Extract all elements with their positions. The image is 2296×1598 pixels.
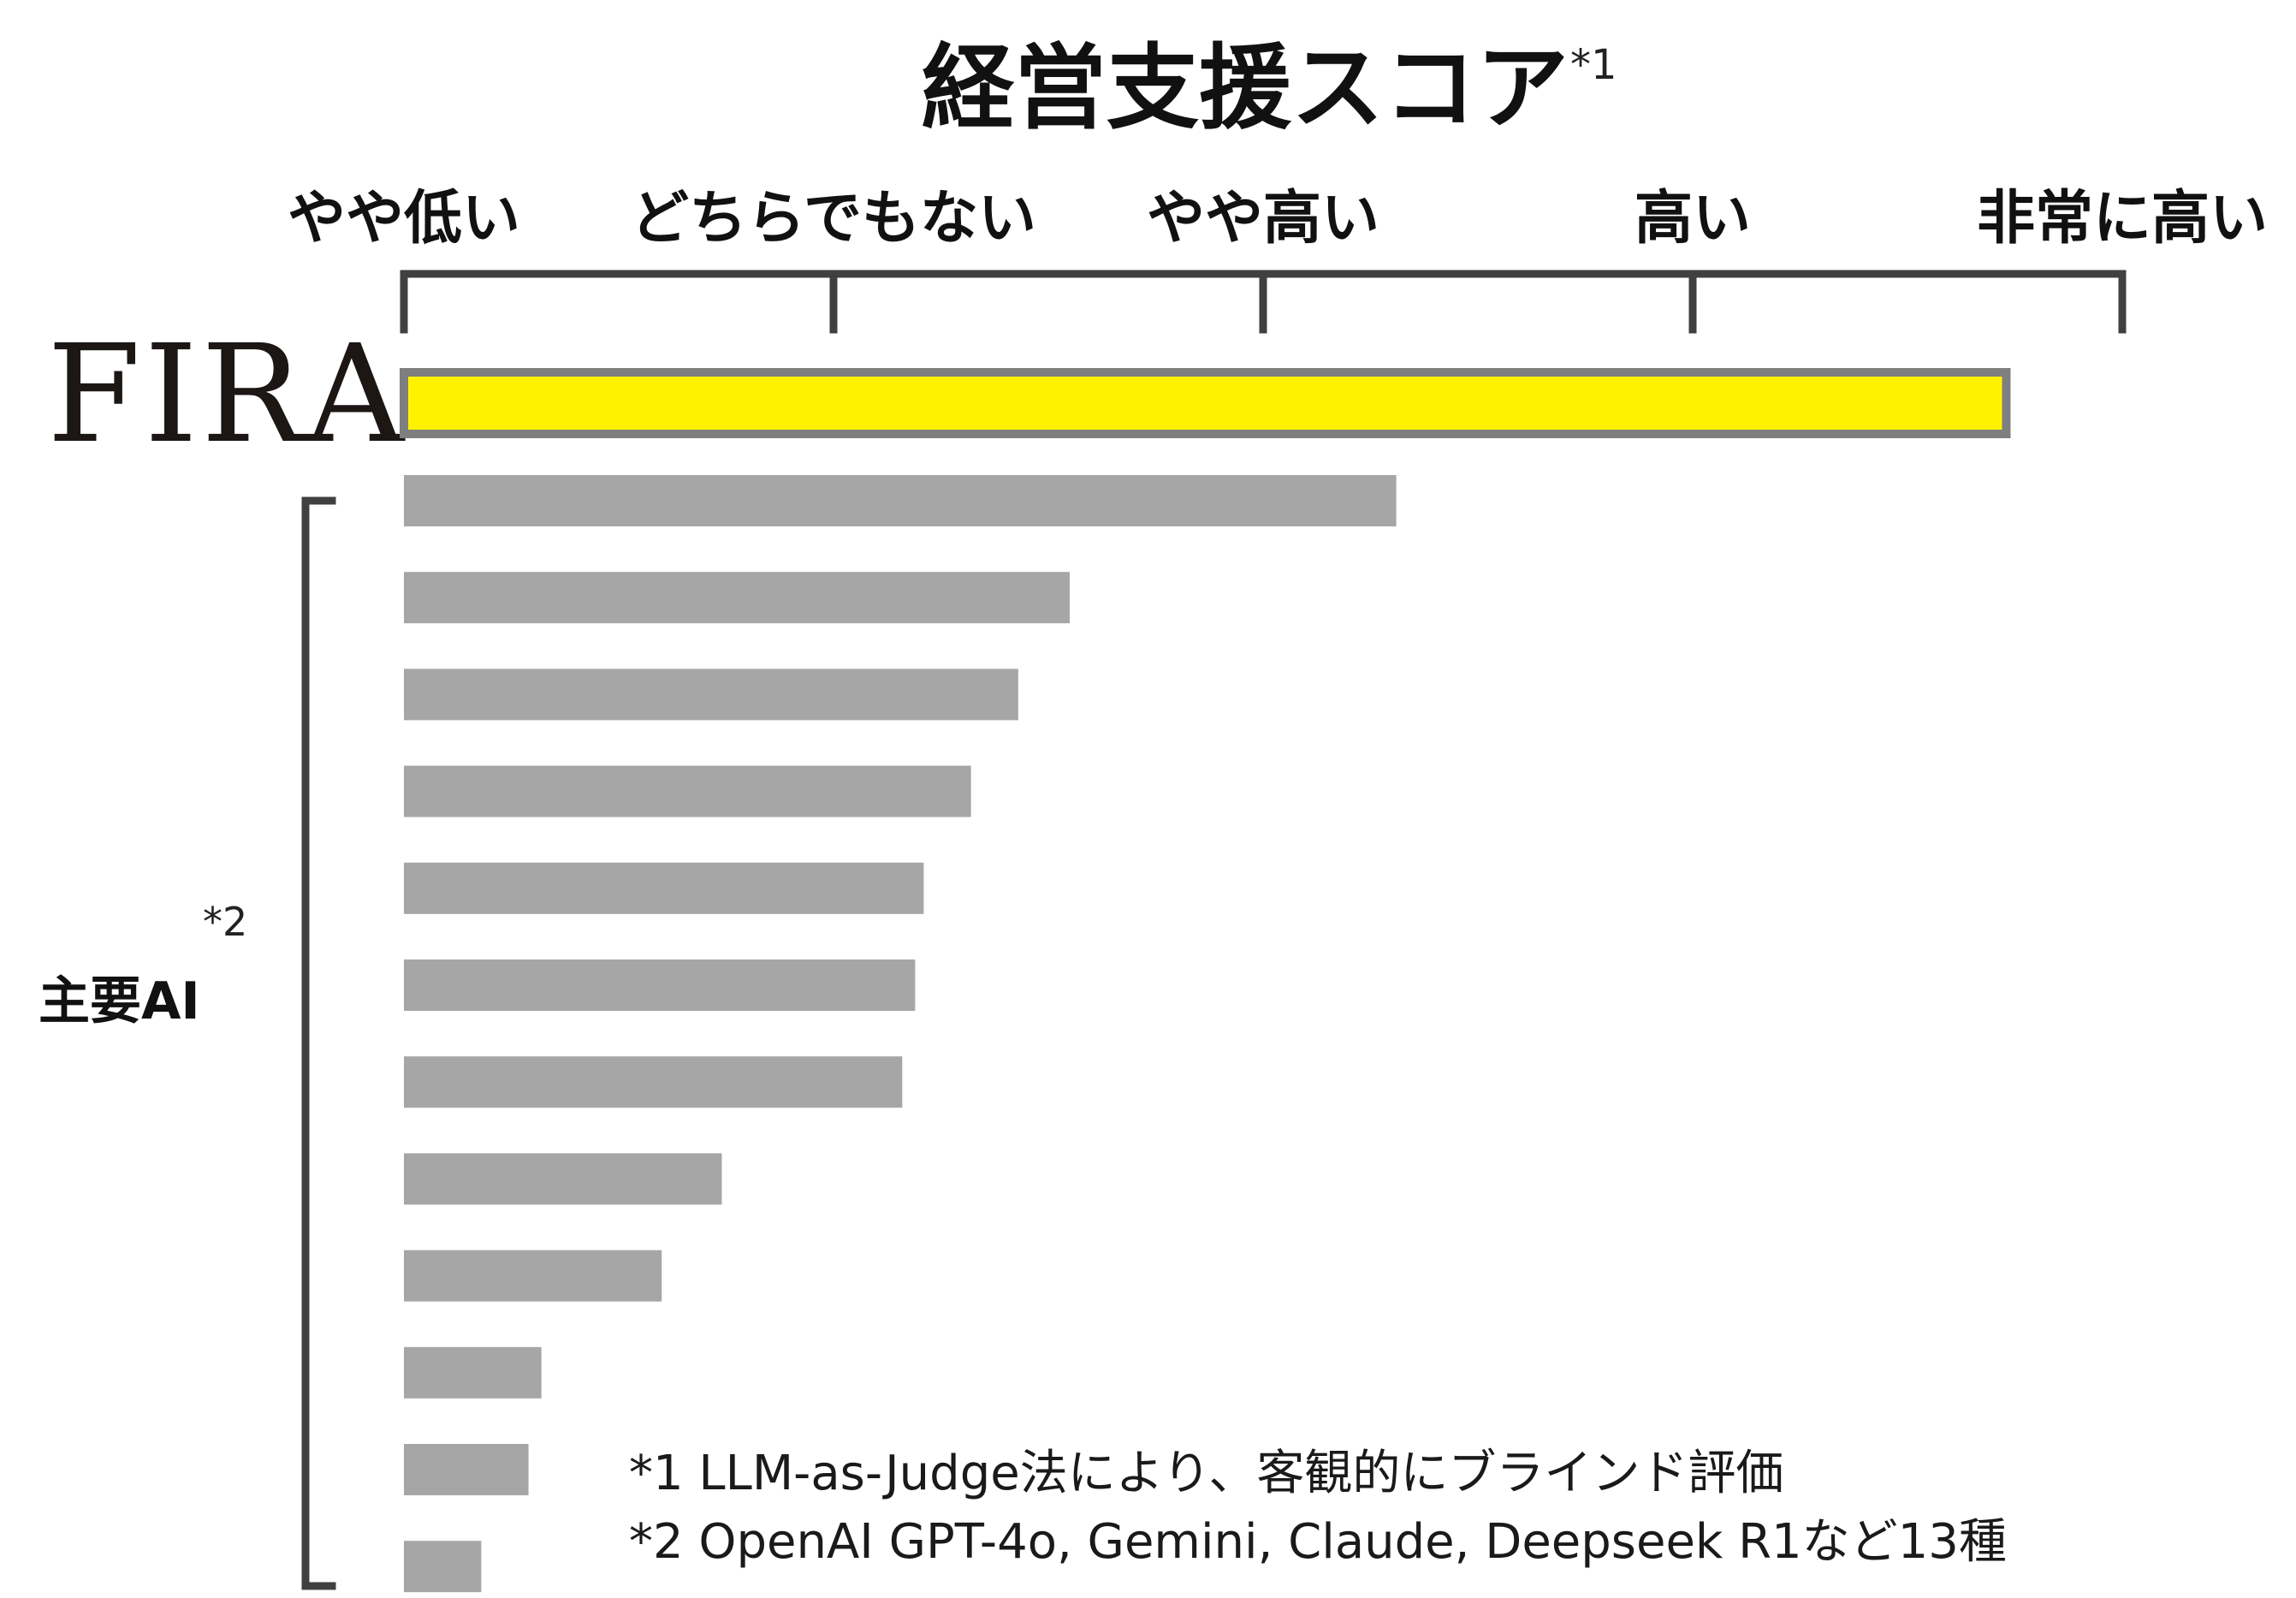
group-bars xyxy=(404,475,1397,1593)
highlight-bar xyxy=(400,368,2011,438)
x-axis-tick-label-1: やや低い xyxy=(288,185,520,252)
x-axis-tick-label-3: やや高い xyxy=(1147,185,1379,252)
group-bar-2 xyxy=(404,572,1071,624)
group-bar-1 xyxy=(404,475,1397,526)
group-label: 主要AI xyxy=(39,971,200,1031)
highlight-bar-label: FIRA xyxy=(47,316,407,473)
group-bar-10 xyxy=(404,1346,542,1399)
group-bar-7 xyxy=(404,1056,903,1108)
footnote-1: *1 LLM-as-Judge法により、客観的にブラインド評価 xyxy=(629,1446,1783,1501)
footnote-2: *2 OpenAI GPT-4o, Gemini, Claude, Deepse… xyxy=(629,1514,2007,1570)
x-axis-tick-labels: やや低い どちらでもない やや高い 高い 非常に高い xyxy=(288,185,2268,252)
group-bar-6 xyxy=(404,959,916,1011)
chart-title-note: *1 xyxy=(1570,41,1617,89)
group-bar-8 xyxy=(404,1153,722,1205)
x-axis-tick-label-2: どちらでもない xyxy=(631,185,1036,252)
group-bar-3 xyxy=(404,668,1018,721)
highlight-bar-group xyxy=(400,368,2011,438)
group-bar-5 xyxy=(404,862,924,914)
x-axis-tick-label-4: 高い xyxy=(1634,185,1751,252)
group-bar-12 xyxy=(404,1541,482,1593)
x-axis xyxy=(400,270,2127,334)
chart-title: 経営支援スコア xyxy=(922,35,1569,142)
group-bar-4 xyxy=(404,765,971,817)
x-axis-tick-label-5: 非常に高い xyxy=(1977,185,2268,252)
group-bracket xyxy=(301,496,336,1590)
group-bar-9 xyxy=(404,1250,662,1302)
group-bar-11 xyxy=(404,1444,529,1495)
group-label-note: *2 xyxy=(203,899,247,945)
